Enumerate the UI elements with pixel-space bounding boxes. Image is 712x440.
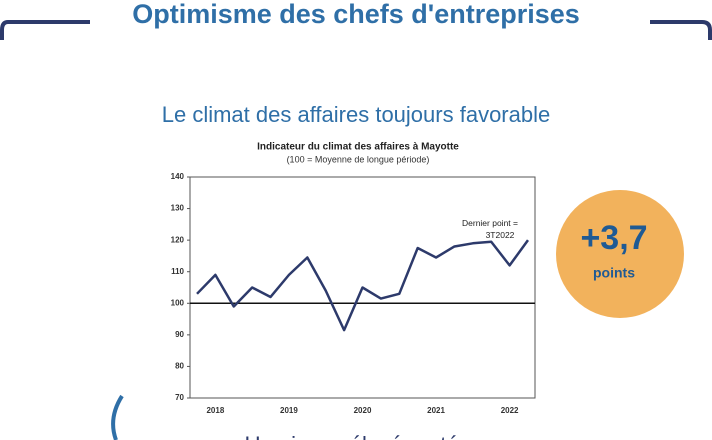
x-tick-label: 2018 — [206, 406, 224, 415]
page-subtitle: Le climat des affaires toujours favorabl… — [162, 102, 550, 127]
annotation-line: 3T2022 — [486, 230, 515, 240]
badge-value: +3,7 — [580, 219, 647, 257]
y-tick-label: 100 — [171, 298, 185, 307]
badge-unit: points — [593, 265, 635, 281]
footer-text: Un niveau élevé porté par une — [245, 432, 540, 440]
chart-title: Indicateur du climat des affaires à Mayo… — [257, 142, 459, 153]
y-tick-label: 120 — [171, 235, 185, 244]
x-tick-label: 2019 — [280, 406, 298, 415]
x-tick-label: 2020 — [354, 406, 372, 415]
x-tick-label: 2021 — [427, 406, 445, 415]
annotation-line: Dernier point = — [462, 218, 518, 228]
plot-frame — [189, 176, 536, 399]
y-tick-label: 70 — [175, 393, 184, 402]
y-tick-label: 130 — [171, 204, 185, 213]
page-title: Optimisme des chefs d'entreprises — [132, 0, 580, 29]
annotation: Dernier point = 3T2022 — [462, 218, 518, 240]
y-tick-label: 140 — [171, 172, 185, 181]
frame-right — [650, 20, 712, 40]
bracket — [111, 394, 124, 440]
y-tick-label: 80 — [175, 362, 184, 371]
chart-subtitle: (100 = Moyenne de longue période) — [287, 154, 430, 164]
y-tick-label: 90 — [175, 330, 184, 339]
frame-left — [0, 20, 90, 40]
y-tick-label: 110 — [171, 267, 184, 276]
x-tick-label: 2022 — [501, 406, 519, 415]
data-line — [196, 239, 530, 332]
badge — [556, 190, 684, 318]
